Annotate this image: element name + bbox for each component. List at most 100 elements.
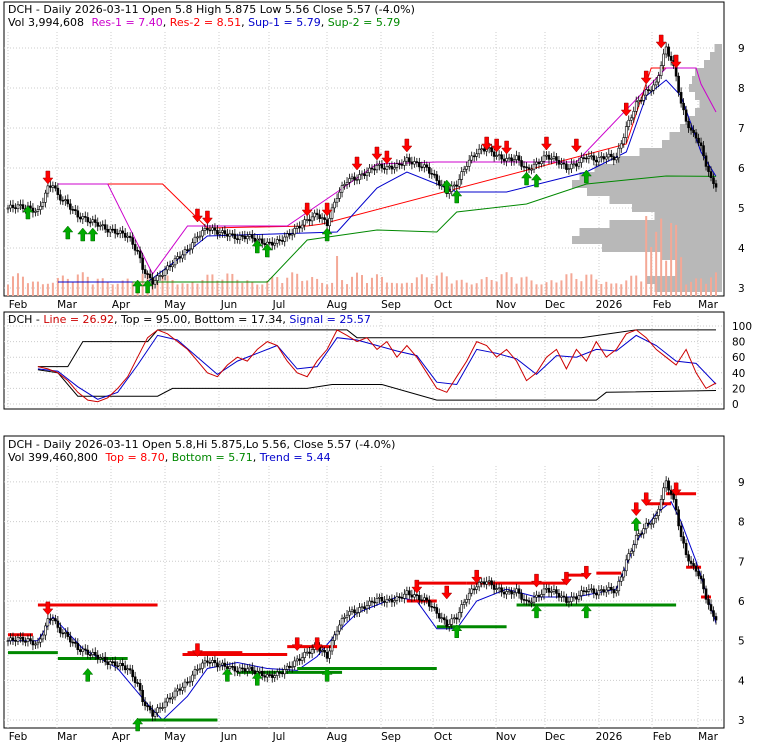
candle-body [535,161,538,165]
candle-body [462,168,466,172]
candle-body [617,580,621,592]
candle-body [46,618,50,627]
candle-body [305,219,309,221]
volume-profile-bar [579,228,722,236]
candle-body [677,75,680,93]
sell-arrow [471,569,483,584]
volume-bar [600,283,603,296]
buy-arrow [221,668,233,682]
candle-body [198,235,202,238]
candle-body [19,636,22,639]
volume-bar [171,279,174,296]
candle-body [457,612,461,620]
x-tick-label: Dec [545,299,566,311]
signal-arrows [22,34,682,294]
stoch-signal-line [37,334,717,400]
candle-body [413,161,416,165]
candle-body [231,233,234,236]
candle-body [310,649,314,654]
candle-body [158,707,162,710]
candle-body [166,265,169,271]
candle-body [470,155,473,161]
candle-body [118,663,122,667]
volume-bar [271,276,274,296]
candle-body [238,667,242,673]
candle-body [69,203,72,210]
candle-body [388,598,391,601]
x-tick-label: Dec [545,731,566,743]
candle-body [565,163,568,170]
buy-arrow [521,171,533,186]
volume-bar [276,277,279,296]
candle-body [492,151,496,157]
price-candles [6,42,718,290]
candle-body [298,658,301,661]
volume-profile-bar [704,60,722,68]
candle-body [679,525,683,537]
candle-body [36,209,40,212]
candle-body [295,658,299,662]
candle-body [515,588,518,593]
candle-body [66,632,70,637]
candle-body [642,94,646,101]
candle-body [283,669,287,675]
candle-body [363,173,366,177]
candle-body [6,207,10,210]
candle-body [714,616,718,621]
candle-body [624,559,628,572]
candle-body [629,117,633,121]
volume-profile-bar [647,276,722,284]
x-tick-label: Oct [434,299,452,311]
candle-body [405,590,409,595]
candle-body [435,174,439,181]
legend-bottom: Bottom = 17.34 [194,313,282,326]
candle-body [198,668,202,670]
candle-body [168,697,172,700]
stoch-line [37,329,717,403]
candle-body [96,654,100,660]
legend-sep: , [321,16,328,29]
trend-header-line-2: Vol 399,460,800 Top = 8.70, Bottom = 5.7… [8,451,331,464]
candle-body [333,201,336,209]
candle-body [193,669,197,676]
candle-body [380,596,384,602]
volume-bar [121,280,124,296]
volume-bar [21,276,24,296]
x-tick-label: Mar [57,731,77,743]
candle-body [482,581,486,585]
candle-body [575,596,578,600]
candle-body [34,643,37,646]
candle-body [293,660,296,667]
sell-arrow [42,601,54,616]
candle-body [31,207,35,213]
candle-body [527,167,531,170]
candle-body [355,179,359,181]
candle-body [168,265,172,268]
candle-body [181,254,184,259]
volume-bar [241,282,244,296]
candle-body [358,607,361,613]
sell-arrow [540,136,553,151]
candle-body [78,649,82,652]
volume-bar [485,276,488,296]
x-tick-label: Aug [327,731,348,743]
candle-body [597,590,601,596]
candle-body [510,590,513,595]
candle-body [418,161,421,168]
candle-body [400,596,404,599]
candle-body [465,599,469,603]
candle-body [552,156,556,159]
candle-body [512,159,516,162]
volume-profile-bar [714,44,722,52]
candle-body [98,657,102,660]
volume-bar [211,274,214,296]
trend-x-ticks: Feb Mar Apr May Jun Jul Aug Sep Oct Nov Dec 2026 Feb… [9,731,719,743]
stochastic-header: DCH - Line = 26.92, Top = 95.00, Bottom … [8,313,371,326]
sell-arrow [411,579,423,594]
candle-body [91,219,95,223]
candle-body [560,595,563,598]
candle-body [373,168,376,171]
candle-body [126,235,129,238]
volume-bar [351,276,354,296]
